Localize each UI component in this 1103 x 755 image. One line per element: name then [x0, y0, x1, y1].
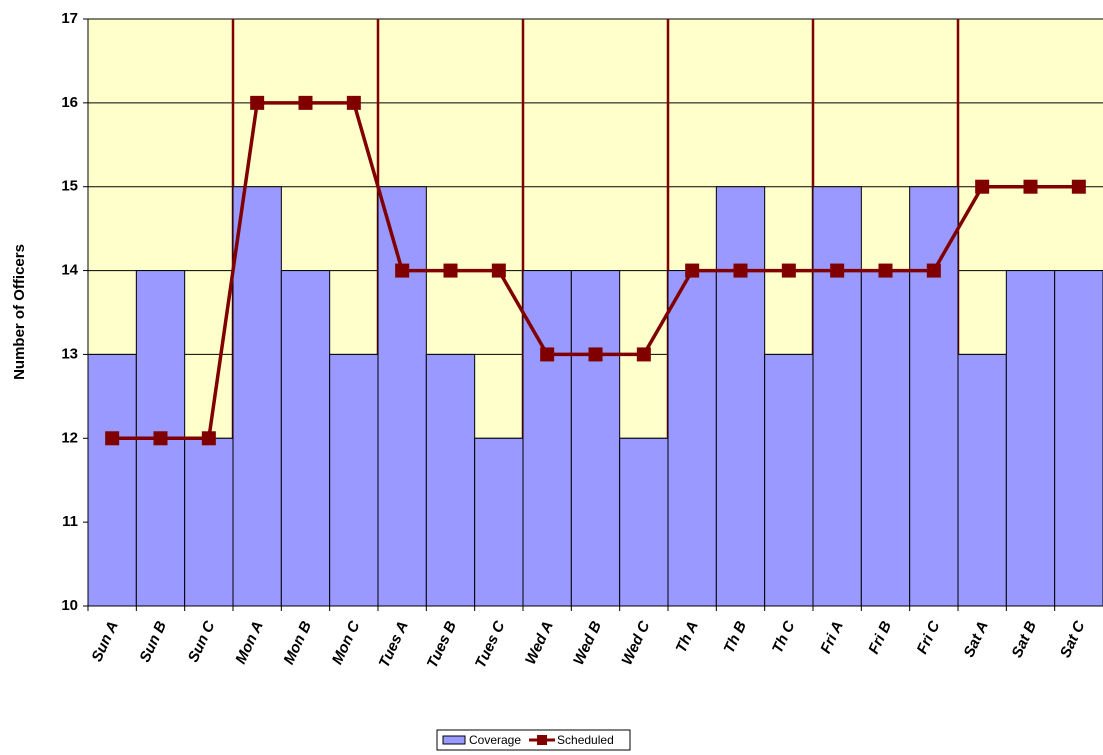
bar	[909, 186, 959, 607]
bar	[570, 270, 621, 607]
y-axis-title: Number of Officers	[11, 244, 28, 380]
x-tick-label: Wed B	[570, 618, 605, 667]
marker	[781, 263, 796, 278]
bar	[232, 186, 282, 607]
bar	[715, 186, 766, 607]
legend-swatch	[442, 735, 466, 745]
x-tick-label: Sun A	[88, 619, 121, 665]
x-tick-label: Wed C	[618, 617, 654, 667]
marker	[153, 431, 168, 446]
x-tick-label: Tues B	[424, 618, 460, 670]
x-tick-label: Sun B	[136, 618, 170, 665]
marker	[878, 263, 893, 278]
x-tick-label: Mon B	[280, 618, 315, 667]
bar	[329, 353, 379, 607]
x-tick-label: Th A	[673, 619, 702, 656]
marker	[588, 347, 603, 362]
y-tick-label: 16	[61, 94, 78, 111]
marker	[733, 263, 748, 278]
legend-marker	[537, 735, 548, 745]
bar	[957, 353, 1007, 607]
bar	[860, 270, 911, 607]
y-tick-label: 15	[61, 178, 78, 195]
legend: Coverage Scheduled	[436, 729, 631, 751]
y-tick-label: 17	[61, 10, 78, 27]
bar	[425, 353, 476, 607]
marker	[346, 95, 361, 110]
bar	[184, 437, 234, 607]
marker	[201, 431, 216, 446]
x-tick-label: Sat A	[960, 619, 991, 660]
bar	[619, 437, 669, 607]
bar	[667, 270, 717, 607]
marker	[540, 347, 555, 362]
x-tick-label: Sat C	[1057, 617, 1089, 660]
bar	[522, 270, 572, 607]
marker	[975, 179, 990, 194]
x-tick-label: Wed A	[522, 619, 557, 668]
marker	[830, 263, 845, 278]
bar	[812, 186, 862, 607]
marker	[105, 431, 120, 446]
x-tick-label: Mon C	[329, 617, 364, 667]
y-tick-label: 13	[61, 345, 78, 362]
x-tick-label: Fri A	[817, 619, 847, 657]
legend-label: Scheduled	[557, 733, 614, 747]
marker	[395, 263, 410, 278]
marker	[685, 263, 700, 278]
bar	[87, 353, 137, 607]
x-tick-label: Th B	[721, 618, 751, 656]
marker	[1023, 179, 1038, 194]
x-tick-label: Fri C	[914, 617, 944, 656]
y-tick-label: 11	[62, 513, 78, 530]
y-tick-label: 10	[61, 597, 78, 614]
bar	[1054, 270, 1103, 607]
marker	[636, 347, 651, 362]
x-tick-label: Fri B	[865, 618, 895, 656]
x-tick-label: Sun C	[185, 617, 219, 665]
bar	[1005, 270, 1056, 607]
x-tick-label: Mon A	[232, 619, 267, 667]
x-tick-label: Sat B	[1009, 618, 1041, 660]
marker	[1071, 179, 1086, 194]
y-tick-label: 14	[61, 262, 78, 279]
marker	[443, 263, 458, 278]
bar	[377, 186, 427, 607]
x-tick-label: Th C	[769, 617, 799, 655]
bar	[764, 353, 814, 607]
bar	[474, 437, 524, 607]
y-tick-label: 12	[61, 429, 78, 446]
x-tick-label: Tues A	[376, 619, 412, 671]
marker	[250, 95, 265, 110]
marker	[926, 263, 941, 278]
legend-label: Coverage	[469, 733, 521, 747]
x-tick-label: Tues C	[472, 617, 509, 670]
marker	[491, 263, 506, 278]
bar	[280, 270, 331, 607]
marker	[298, 95, 313, 110]
